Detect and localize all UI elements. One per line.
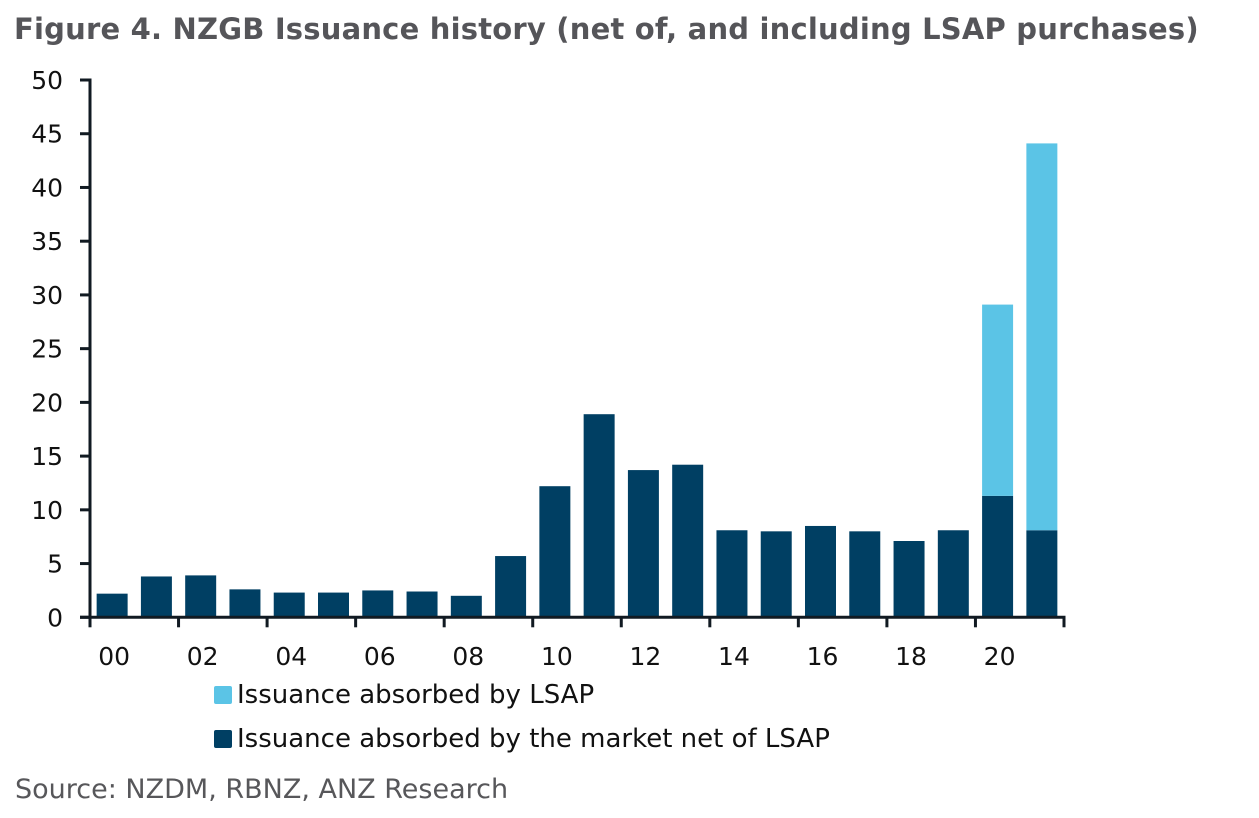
y-tick-label-25: 25 [31,335,63,364]
bar-lsap-20 [982,304,1014,496]
legend-item-lsap: Issuance absorbed by LSAP [214,673,830,717]
bar-market-19 [937,530,969,618]
bar-market-10 [539,486,571,618]
y-tick-label-50: 50 [31,66,63,95]
y-tick-label-20: 20 [31,388,63,417]
legend-swatch-lsap [214,686,232,704]
x-axis-ticks: 00 02 04 06 08 10 12 14 16 18 20 [88,617,1066,671]
x-tick-label-14: 14 [718,642,750,671]
x-tick-label-16: 16 [807,642,839,671]
bar-market-02 [185,575,217,618]
x-tick-label-02: 02 [187,642,219,671]
chart-title: Figure 4. NZGB Issuance history (net of,… [14,12,1199,46]
bar-market-18 [893,541,925,618]
bar-market-12 [627,470,659,618]
x-tick-label-12: 12 [630,642,662,671]
bar-lsap-21 [1026,143,1058,531]
bar-market-03 [229,589,261,618]
bar-market-09 [495,556,527,618]
y-tick-label-15: 15 [31,442,63,471]
legend-swatch-market [214,730,232,748]
bar-market-01 [140,576,172,618]
x-tick-label-04: 04 [275,642,307,671]
y-tick-label-30: 30 [31,281,63,310]
y-tick-label-35: 35 [31,227,63,256]
bars-group [96,143,1058,618]
bar-market-15 [760,531,792,618]
bar-market-07 [406,591,438,618]
bar-market-00 [96,593,128,618]
legend: Issuance absorbed by LSAP Issuance absor… [214,673,830,761]
bar-market-14 [716,530,748,618]
legend-label-lsap: Issuance absorbed by LSAP [237,680,595,710]
bar-market-21 [1026,530,1058,618]
y-tick-label-10: 10 [31,496,63,525]
x-tick-label-06: 06 [364,642,396,671]
bar-market-06 [362,590,394,618]
y-axis-ticks: 0 5 10 15 20 25 30 35 40 45 50 [31,66,90,632]
y-tick-label-45: 45 [31,120,63,149]
x-tick-label-10: 10 [541,642,573,671]
x-tick-label-00: 00 [98,642,130,671]
bar-market-20 [982,495,1014,618]
x-tick-label-18: 18 [895,642,927,671]
x-tick-label-20: 20 [984,642,1016,671]
axes-group [80,78,1066,619]
y-tick-label-5: 5 [47,550,63,579]
legend-label-market: Issuance absorbed by the market net of L… [237,724,830,754]
bar-market-08 [450,595,482,618]
source-note: Source: NZDM, RBNZ, ANZ Research [15,774,509,805]
bar-market-05 [318,592,349,618]
bar-market-16 [805,525,836,618]
bar-market-11 [583,414,615,618]
legend-item-market: Issuance absorbed by the market net of L… [214,717,830,761]
bar-market-17 [849,531,881,618]
y-tick-label-40: 40 [31,173,63,202]
y-tick-label-0: 0 [47,603,63,632]
bar-market-13 [672,464,704,618]
bar-market-04 [273,592,305,618]
x-tick-label-08: 08 [452,642,484,671]
